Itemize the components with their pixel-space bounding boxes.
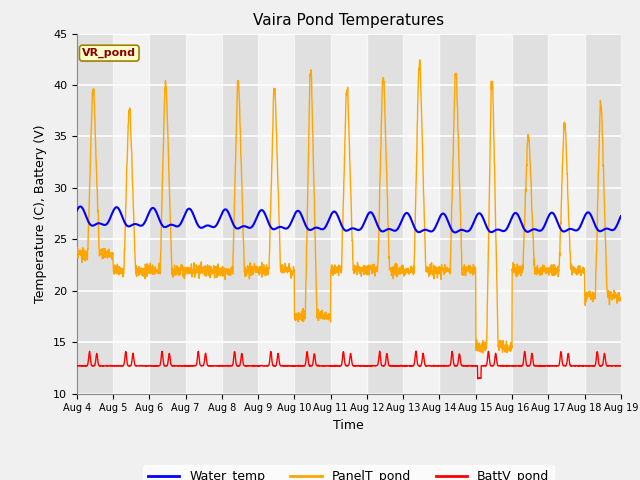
Bar (548, 34, 584, 394)
Bar (258, 34, 294, 394)
Bar (186, 34, 222, 394)
Bar (331, 34, 367, 394)
Bar (113, 34, 149, 394)
Bar (476, 34, 512, 394)
Legend: Water_temp, PanelT_pond, BattV_pond: Water_temp, PanelT_pond, BattV_pond (143, 465, 554, 480)
X-axis label: Time: Time (333, 419, 364, 432)
Title: Vaira Pond Temperatures: Vaira Pond Temperatures (253, 13, 444, 28)
Y-axis label: Temperature (C), Battery (V): Temperature (C), Battery (V) (35, 124, 47, 303)
Bar (403, 34, 440, 394)
Text: VR_pond: VR_pond (82, 48, 136, 58)
